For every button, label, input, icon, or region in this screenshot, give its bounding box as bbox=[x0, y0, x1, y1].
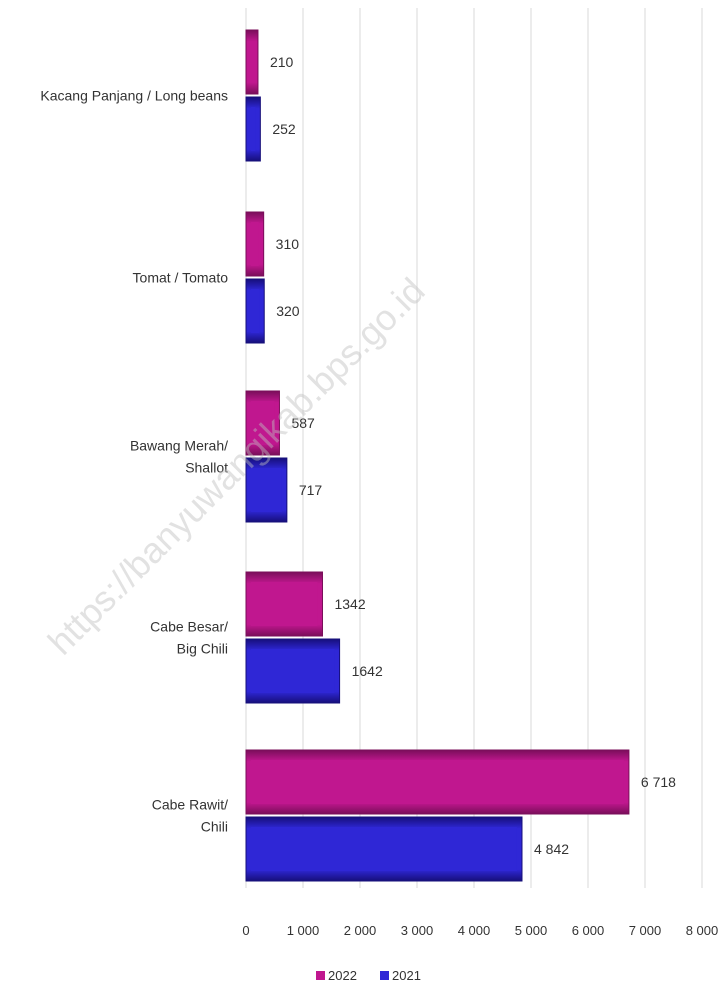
legend: 2022 2021 bbox=[316, 968, 421, 983]
data-label-2021-4: 4 842 bbox=[534, 841, 569, 857]
watermark-text: https://banyuwangikab.bps.go.id bbox=[40, 270, 433, 663]
bar-bevel-2022-4 bbox=[251, 760, 624, 804]
x-tick-label: 5 000 bbox=[515, 923, 548, 938]
bar-bevel-2022-2 bbox=[251, 401, 275, 445]
category-label-4: Chili bbox=[201, 819, 228, 835]
bar-bevel-2021-2 bbox=[251, 468, 282, 512]
category-label-3: Big Chili bbox=[177, 641, 228, 657]
data-label-2021-0: 252 bbox=[272, 121, 296, 137]
category-label-4: Cabe Rawit/ bbox=[152, 797, 228, 813]
bar-bevel-2021-4 bbox=[251, 827, 517, 871]
bar-bevel-2021-3 bbox=[251, 649, 335, 693]
bar-2022-0 bbox=[245, 29, 259, 95]
bar-bevel-2021-0 bbox=[251, 107, 256, 151]
category-label-3: Cabe Besar/ bbox=[150, 619, 228, 635]
x-tick-label: 1 000 bbox=[287, 923, 320, 938]
data-label-2021-2: 717 bbox=[299, 482, 323, 498]
category-label-2: Bawang Merah/ bbox=[130, 438, 228, 454]
data-label-2021-3: 1642 bbox=[352, 663, 383, 679]
legend-label-2021: 2021 bbox=[392, 968, 421, 983]
bar-bevel-2021-1 bbox=[251, 289, 260, 333]
category-label-2: Shallot bbox=[185, 460, 228, 476]
x-axis-ticks: 0 1 000 2 000 3 000 4 000 5 000 6 000 7 000 8 00… bbox=[242, 923, 718, 938]
x-tick-label: 4 000 bbox=[458, 923, 491, 938]
x-tick-label: 6 000 bbox=[572, 923, 605, 938]
legend-swatch-2022 bbox=[316, 971, 325, 980]
data-label-2022-2: 587 bbox=[291, 415, 315, 431]
x-tick-label: 0 bbox=[242, 923, 249, 938]
data-label-2022-0: 210 bbox=[270, 54, 294, 70]
bar-bevel-2022-3 bbox=[251, 582, 318, 626]
bars bbox=[245, 29, 630, 882]
data-label-2022-4: 6 718 bbox=[641, 774, 676, 790]
grid-lines bbox=[245, 8, 703, 888]
bar-bevel-2022-1 bbox=[251, 222, 259, 266]
legend-label-2022: 2022 bbox=[328, 968, 357, 983]
x-tick-label: 2 000 bbox=[344, 923, 377, 938]
x-tick-label: 3 000 bbox=[401, 923, 434, 938]
data-label-2022-1: 310 bbox=[276, 236, 300, 252]
data-label-2021-1: 320 bbox=[276, 303, 300, 319]
data-label-2022-3: 1342 bbox=[334, 596, 365, 612]
x-tick-label: 8 000 bbox=[686, 923, 719, 938]
category-labels: Kacang Panjang / Long beans Tomat / Tomat… bbox=[40, 88, 228, 835]
category-label-0: Kacang Panjang / Long beans bbox=[40, 88, 228, 104]
category-label-1: Tomat / Tomato bbox=[133, 270, 229, 286]
data-labels: 210 252 310 320 587 717 1342 1642 6 718 4 842 bbox=[270, 54, 676, 857]
legend-swatch-2021 bbox=[380, 971, 389, 980]
x-tick-label: 7 000 bbox=[629, 923, 662, 938]
